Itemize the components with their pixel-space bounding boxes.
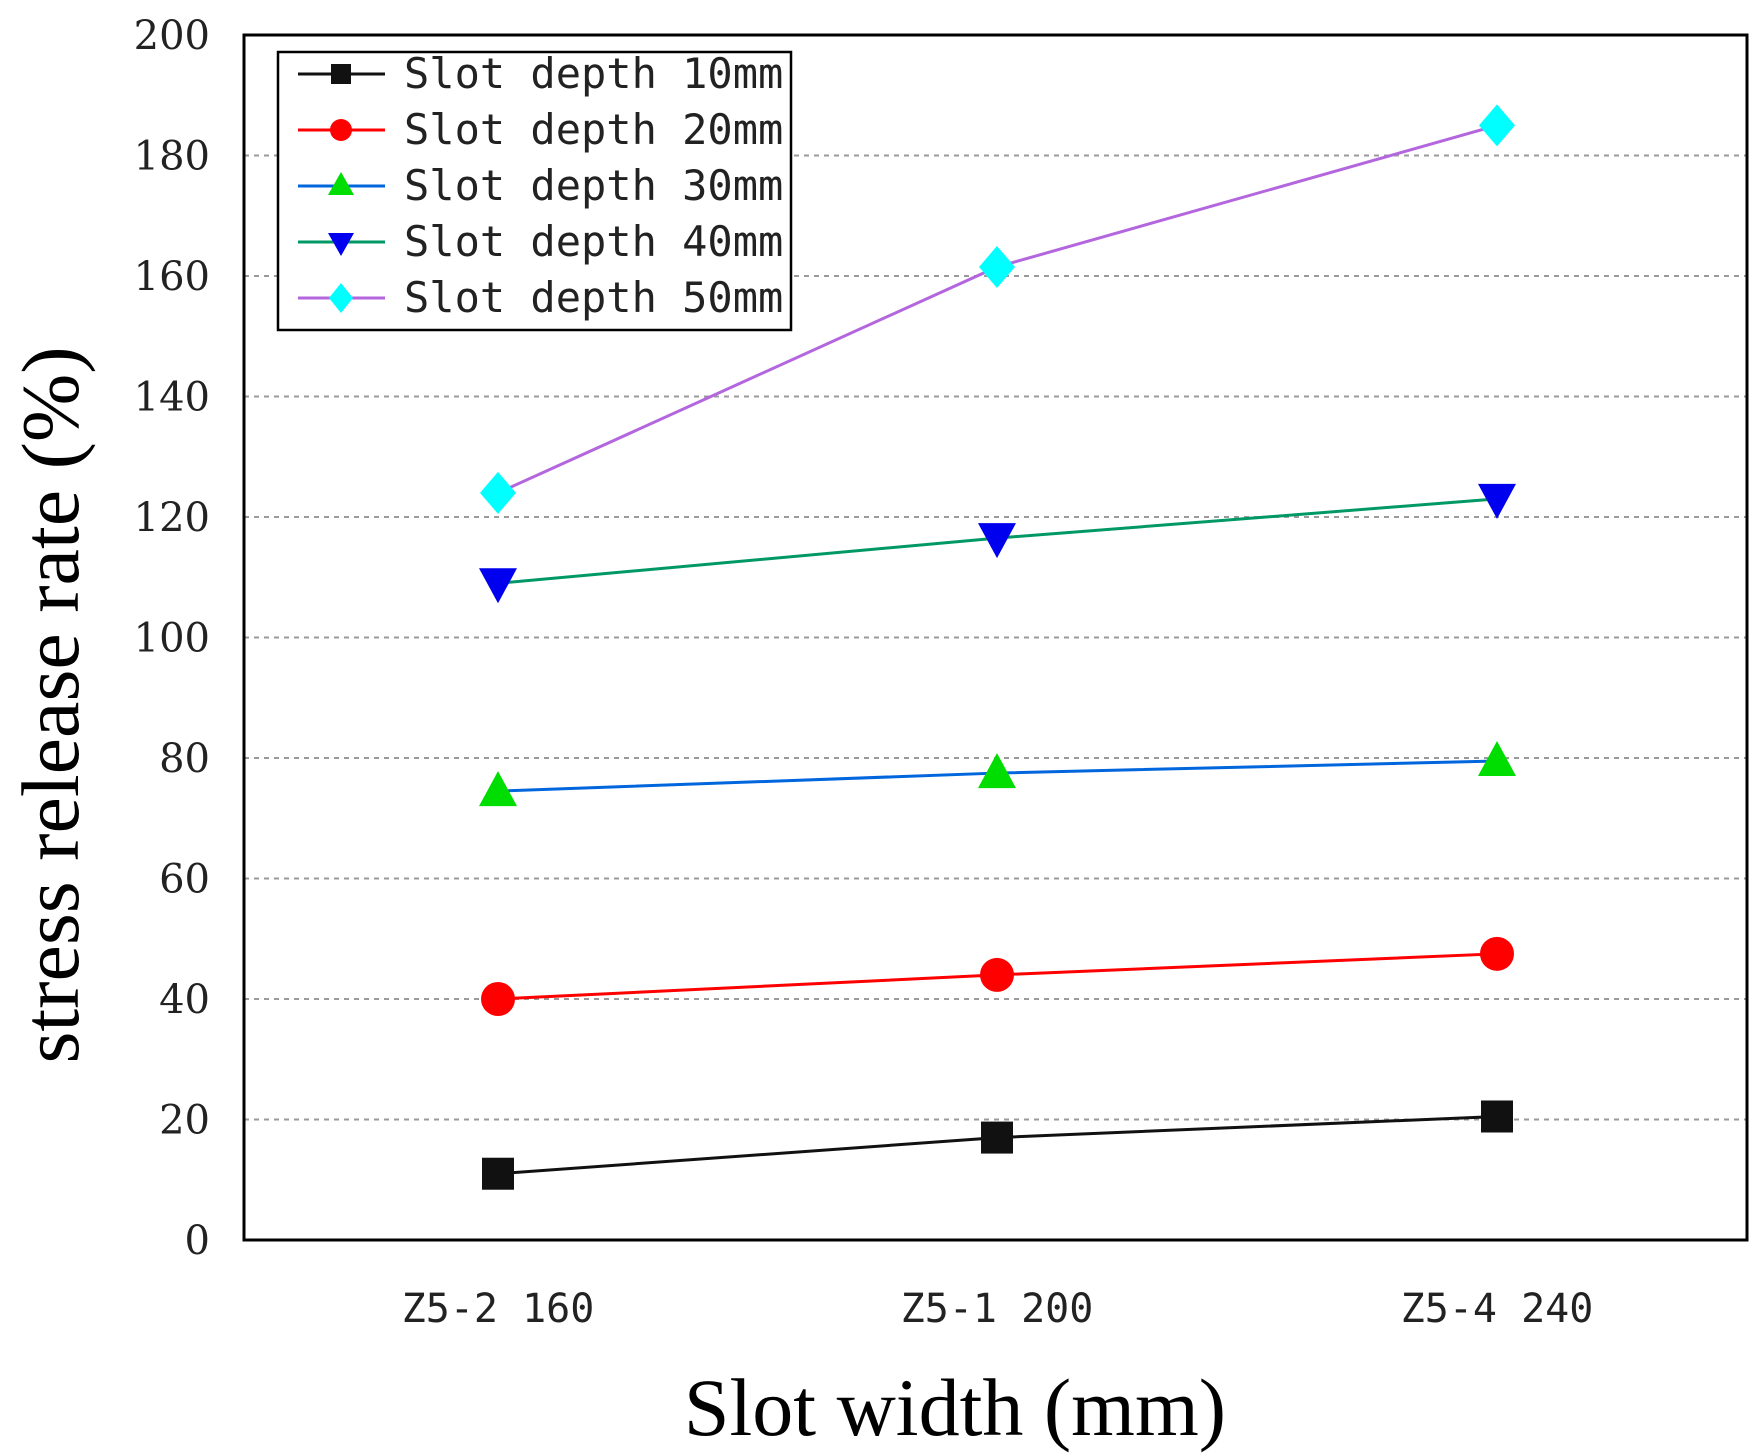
y-tick-label: 100 [134,616,210,662]
data-point [980,957,1014,992]
data-point [479,568,517,604]
data-point [1481,1100,1513,1133]
series-2 [481,936,1514,1016]
plot-frame [242,33,1749,1242]
legend-item: Slot depth 30mm [298,161,783,210]
marker-diamond [329,283,353,313]
y-axis-title: stress release rate (%) [5,346,96,1063]
series-group [479,104,1516,1190]
data-point [1480,936,1514,971]
legend-items: Slot depth 10mm Slot depth 20mm Slot depth… [298,49,783,322]
legend: Slot depth 10mm Slot depth 20mm Slot depth… [276,49,793,332]
x-axis-title: Slot width (mm) [684,1362,1226,1453]
series-1 [482,1100,1513,1190]
data-point [1478,483,1516,519]
y-tick-label: 20 [159,1098,210,1144]
x-axis-ticks: Z5-2 160 Z5-1 200 Z5-4 240 [402,1286,1594,1332]
legend-label: Slot depth 30mm [404,161,783,210]
series-5 [480,104,1515,514]
data-point [978,523,1016,559]
legend-label: Slot depth 40mm [404,217,783,266]
y-tick-label: 140 [134,375,210,421]
y-axis-ticks: 0 20 40 60 80 100 120 140 160 180 200 [134,13,210,1264]
y-tick-label: 200 [134,13,210,59]
legend-box [276,50,793,332]
y-tick-label: 0 [185,1218,210,1264]
legend-label: Slot depth 10mm [404,49,783,98]
data-point [482,1157,514,1190]
legend-item: Slot depth 10mm [298,49,783,98]
series-3 [479,741,1516,807]
legend-label: Slot depth 20mm [404,105,783,154]
legend-item: Slot depth 50mm [298,273,783,322]
y-tick-label: 180 [134,134,210,180]
marker-triangle-up [328,172,354,195]
data-point [481,982,515,1016]
data-point [479,771,517,807]
x-tick-label: Z5-2 160 [402,1286,595,1332]
x-tick-label: Z5-4 240 [1401,1286,1594,1332]
legend-item: Slot depth 20mm [298,105,783,154]
marker-circle [330,119,352,141]
data-point [480,471,516,514]
data-point [1478,741,1516,777]
data-point [1479,104,1515,147]
x-tick-label: Z5-1 200 [901,1286,1094,1332]
y-tick-label: 160 [134,254,210,300]
data-point [981,1121,1013,1154]
marker-square [331,64,351,84]
legend-item: Slot depth 40mm [298,217,783,266]
y-tick-label: 40 [159,977,210,1023]
y-tick-label: 120 [134,495,210,541]
y-tick-label: 80 [159,736,210,782]
y-tick-label: 60 [159,857,210,903]
data-point [979,245,1015,288]
legend-label: Slot depth 50mm [404,273,783,322]
data-point [978,753,1016,789]
series-4 [479,483,1516,604]
marker-triangle-down [328,233,354,256]
